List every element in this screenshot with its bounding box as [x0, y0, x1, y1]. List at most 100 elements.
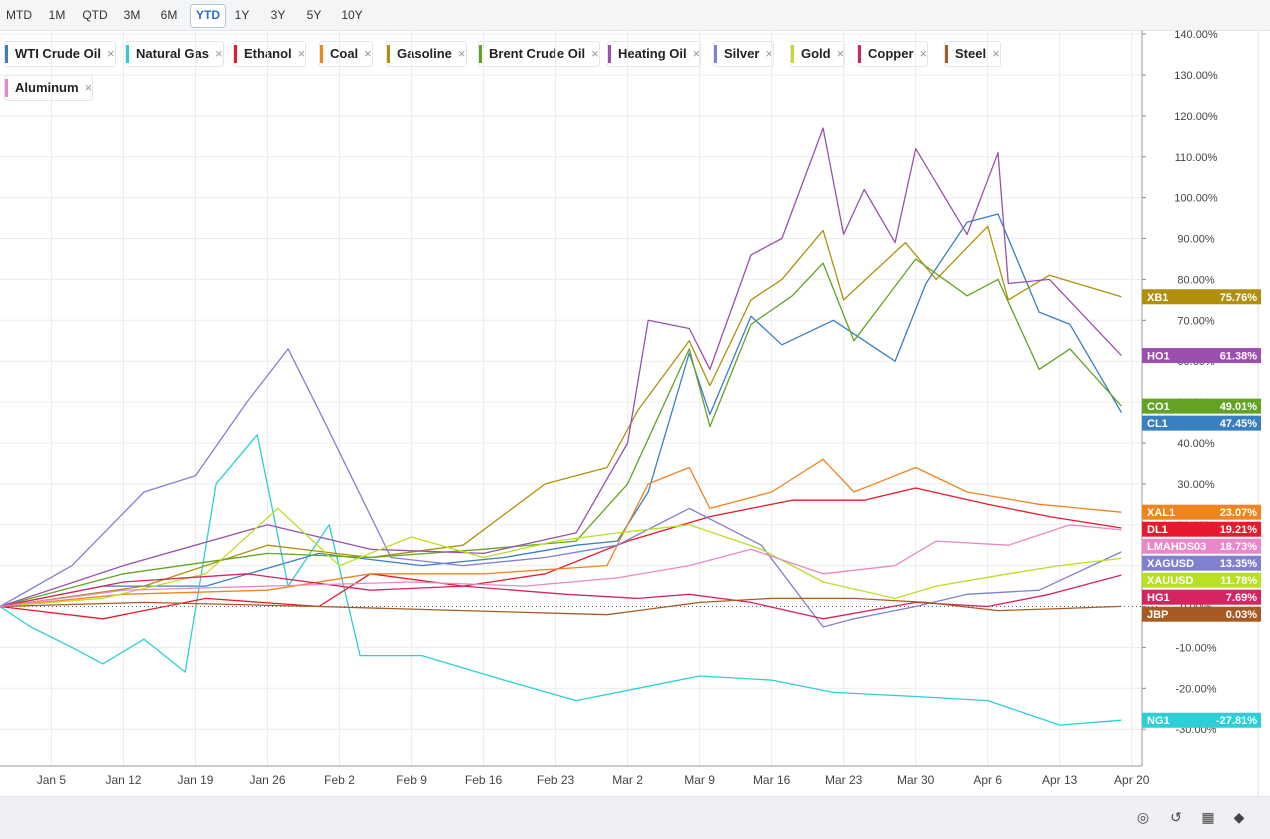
- grid-icon[interactable]: ▦: [1201, 809, 1215, 825]
- series-line-wti-crude-oil: [0, 213, 1122, 608]
- value-badge-background: [1142, 289, 1261, 305]
- x-tick-label: Feb 16: [465, 773, 503, 787]
- legend-chip-label: Gasoline: [397, 46, 452, 61]
- range-button-10y[interactable]: 10Y: [341, 8, 363, 22]
- value-badge-hg1: HG1 7.69%: [1142, 589, 1261, 605]
- legend-chip-label: Heating Oil: [618, 46, 687, 61]
- range-button-mtd[interactable]: MTD: [6, 8, 32, 22]
- value-badge-symbol: NG1: [1147, 715, 1170, 727]
- value-badge-background: [1142, 521, 1261, 537]
- series-line-coal: [0, 458, 1122, 608]
- x-tick-label: Jan 5: [37, 773, 67, 787]
- x-tick-label: Feb 2: [324, 773, 355, 787]
- remove-series-icon[interactable]: ×: [84, 80, 93, 95]
- value-badge-symbol: DL1: [1147, 524, 1168, 536]
- legend-chip-label: Natural Gas: [136, 46, 209, 61]
- value-badge-symbol: HO1: [1147, 351, 1170, 363]
- value-badge-value: 47.45%: [1220, 418, 1258, 430]
- series-color-swatch: [387, 45, 390, 63]
- value-badge-background: [1142, 415, 1261, 431]
- value-badge-symbol: LMAHDS03: [1147, 541, 1206, 553]
- x-tick-label: Feb 23: [537, 773, 575, 787]
- remove-series-icon[interactable]: ×: [919, 46, 928, 61]
- legend-chip-natural-gas[interactable]: Natural Gas ×: [125, 41, 224, 67]
- x-tick-label: Jan 26: [249, 773, 285, 787]
- legend-chip-brent-crude-oil[interactable]: Brent Crude Oil ×: [478, 41, 600, 67]
- value-badge-symbol: XAUUSD: [1147, 575, 1194, 587]
- value-badge-xb1: XB1 75.76%: [1142, 289, 1261, 305]
- legend-chip-label: Silver: [724, 46, 760, 61]
- series-line-copper: [0, 573, 1122, 620]
- series-color-swatch: [5, 45, 8, 63]
- remove-series-icon[interactable]: ×: [297, 46, 306, 61]
- value-badge-value: 75.76%: [1220, 292, 1258, 304]
- legend-chip-label: Copper: [868, 46, 914, 61]
- value-badge-symbol: CL1: [1147, 418, 1168, 430]
- remove-series-icon[interactable]: ×: [765, 46, 774, 61]
- series-line-silver: [0, 348, 1122, 628]
- remove-series-icon[interactable]: ×: [692, 46, 701, 61]
- remove-series-icon[interactable]: ×: [364, 46, 372, 61]
- x-tick-label: Mar 23: [825, 773, 863, 787]
- value-badge-value: 23.07%: [1220, 507, 1258, 519]
- legend-chip-copper[interactable]: Copper ×: [857, 41, 929, 67]
- legend-chip-silver[interactable]: Silver ×: [713, 41, 775, 67]
- value-badge-value: 61.38%: [1220, 351, 1258, 363]
- remove-series-icon[interactable]: ×: [106, 46, 115, 61]
- x-tick-label: Mar 9: [684, 773, 715, 787]
- series-color-swatch: [234, 45, 237, 63]
- tags-icon[interactable]: ◆: [1233, 809, 1245, 825]
- value-badge-value: -27.81%: [1216, 715, 1257, 727]
- value-badge-symbol: HG1: [1147, 592, 1170, 604]
- legend-chip-aluminum[interactable]: Aluminum ×: [4, 75, 94, 101]
- legend-chip-label: Gold: [801, 46, 831, 61]
- series-color-swatch: [858, 45, 861, 63]
- series-color-swatch: [791, 45, 794, 63]
- legend-chip-gasoline[interactable]: Gasoline ×: [386, 41, 467, 67]
- hide-icon[interactable]: ◎: [1136, 809, 1150, 825]
- y-tick-label: 40.00%: [1177, 438, 1215, 450]
- value-badge-xauusd: XAUUSD 11.78%: [1142, 572, 1261, 588]
- reset-icon[interactable]: ↺: [1170, 809, 1182, 825]
- remove-series-icon[interactable]: ×: [992, 46, 1000, 61]
- y-tick-label: 120.00%: [1174, 111, 1218, 123]
- series-color-swatch: [126, 45, 129, 63]
- legend-chip-steel[interactable]: Steel ×: [944, 41, 1001, 67]
- series-color-swatch: [320, 45, 323, 63]
- remove-series-icon[interactable]: ×: [591, 46, 599, 61]
- range-button-6m[interactable]: 6M: [160, 8, 178, 22]
- remove-series-icon[interactable]: ×: [836, 46, 845, 61]
- legend-chip-wti-crude-oil[interactable]: WTI Crude Oil ×: [4, 41, 116, 67]
- series-line-steel: [0, 597, 1122, 616]
- value-badge-symbol: XAL1: [1147, 507, 1175, 519]
- legend-chip-coal[interactable]: Coal ×: [319, 41, 373, 67]
- remove-series-icon[interactable]: ×: [457, 46, 466, 61]
- series-color-swatch: [479, 45, 482, 63]
- y-tick-label: 130.00%: [1174, 70, 1218, 82]
- range-button-3y[interactable]: 3Y: [270, 8, 286, 22]
- legend-chip-gold[interactable]: Gold ×: [790, 41, 846, 67]
- x-tick-label: Mar 2: [612, 773, 643, 787]
- x-tick-label: Apr 6: [973, 773, 1002, 787]
- remove-series-icon[interactable]: ×: [214, 46, 223, 61]
- range-button-3m[interactable]: 3M: [123, 8, 141, 22]
- legend-chip-heating-oil[interactable]: Heating Oil ×: [607, 41, 702, 67]
- value-badge-background: [1142, 606, 1261, 622]
- range-button-ytd[interactable]: YTD: [190, 4, 226, 28]
- range-button-1m[interactable]: 1M: [48, 8, 66, 22]
- y-tick-label: 70.00%: [1177, 315, 1215, 327]
- series-line-natural-gas: [0, 434, 1122, 726]
- series-color-swatch: [945, 45, 948, 63]
- value-badge-background: [1142, 398, 1261, 414]
- range-button-1y[interactable]: 1Y: [234, 8, 250, 22]
- value-badge-background: [1142, 555, 1261, 571]
- value-badge-background: [1142, 589, 1261, 605]
- x-tick-label: Jan 12: [105, 773, 141, 787]
- value-badge-symbol: XB1: [1147, 292, 1168, 304]
- legend-chip-label: Steel: [955, 46, 987, 61]
- value-badge-value: 11.78%: [1220, 575, 1257, 587]
- series-color-swatch: [714, 45, 717, 63]
- range-button-5y[interactable]: 5Y: [306, 8, 322, 22]
- range-button-qtd[interactable]: QTD: [82, 8, 108, 22]
- y-tick-label: 30.00%: [1177, 479, 1215, 491]
